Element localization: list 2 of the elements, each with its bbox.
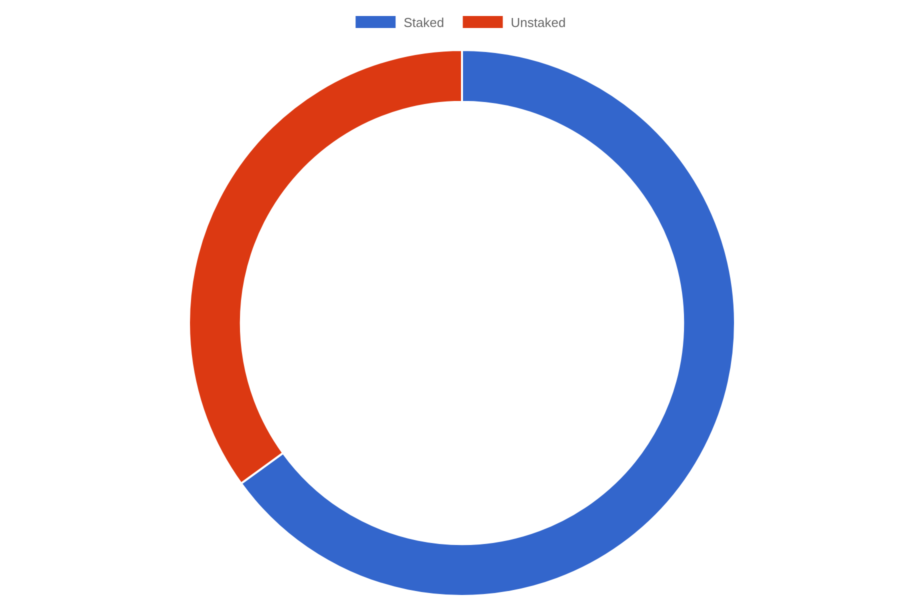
legend-label: Unstaked (510, 15, 566, 30)
legend-label: Staked (404, 15, 444, 30)
